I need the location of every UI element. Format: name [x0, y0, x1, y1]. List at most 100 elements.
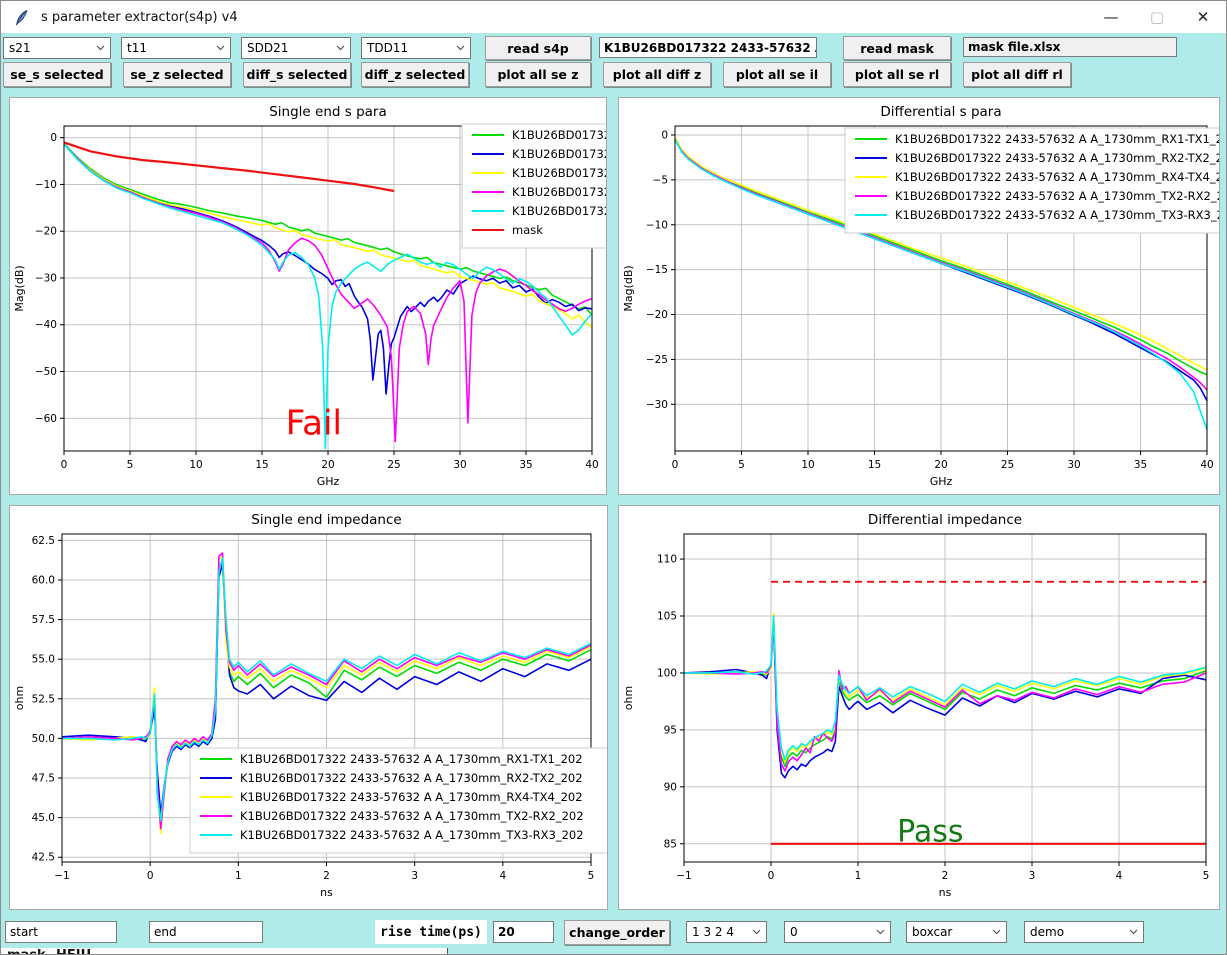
- svg-text:ohm: ohm: [622, 686, 635, 710]
- s4p-file-entry[interactable]: K1BU26BD017322 2433-57632 A A_17: [599, 37, 817, 58]
- se-z-selected-button[interactable]: se_z selected: [123, 62, 231, 87]
- chevron-down-icon: [216, 45, 225, 51]
- svg-text:5: 5: [588, 870, 595, 882]
- svg-text:60.0: 60.0: [32, 574, 55, 586]
- svg-text:−20: −20: [35, 226, 57, 238]
- plot-all-se-z-button[interactable]: plot all se z: [485, 62, 591, 87]
- svg-text:10: 10: [189, 459, 202, 471]
- chevron-down-icon: [992, 929, 1001, 935]
- combo-diff-s-param-value: SDD21: [247, 41, 289, 55]
- combo-port-order[interactable]: 1 3 2 4: [686, 921, 767, 943]
- plot-all-diff-rl-button[interactable]: plot all diff rl: [963, 62, 1071, 87]
- svg-text:−30: −30: [646, 399, 668, 411]
- combo-se-t-param-value: t11: [127, 41, 147, 55]
- svg-text:62.5: 62.5: [32, 535, 55, 547]
- svg-text:20: 20: [321, 459, 334, 471]
- minimize-button[interactable]: —: [1103, 8, 1119, 26]
- combo-mode[interactable]: demo: [1024, 921, 1144, 943]
- svg-text:35: 35: [519, 459, 532, 471]
- read-s4p-button[interactable]: read s4p: [485, 36, 591, 60]
- svg-text:ns: ns: [320, 886, 333, 899]
- svg-text:5: 5: [1203, 870, 1210, 882]
- clipped-bottom-row: mask HFIU: [1, 948, 448, 954]
- svg-text:15: 15: [868, 459, 881, 471]
- chart-svg-differential-impedance: −1 0 1 2 3 4 5 110 105 100 95 90 85 Differential impe…: [622, 512, 1210, 899]
- svg-text:GHz: GHz: [930, 475, 953, 488]
- svg-text:−1: −1: [54, 870, 69, 882]
- svg-text:3: 3: [1029, 870, 1036, 882]
- svg-text:4: 4: [499, 870, 506, 882]
- svg-text:45.0: 45.0: [32, 812, 55, 824]
- svg-text:42.5: 42.5: [32, 852, 55, 864]
- svg-text:100: 100: [657, 667, 677, 679]
- svg-text:52.5: 52.5: [32, 693, 55, 705]
- svg-text:ns: ns: [939, 886, 952, 899]
- svg-text:4: 4: [1116, 870, 1123, 882]
- combo-diff-s-param[interactable]: SDD21: [241, 37, 351, 59]
- read-mask-button[interactable]: read mask: [843, 36, 951, 60]
- svg-text:K1BU26BD017322 2433-57632 A A_: K1BU26BD017322 2433-57632 A A_1730mm_TX3…: [895, 208, 1219, 222]
- svg-text:−10: −10: [646, 219, 668, 231]
- chart-svg-single-end-impedance: −1 0 1 2 3 4 5 62.5 60.0 57.5 55.0 52.5 50.0 47.5 45.0…: [13, 512, 607, 899]
- combo-window[interactable]: boxcar: [906, 921, 1007, 943]
- svg-text:30: 30: [1067, 459, 1080, 471]
- svg-text:K1BU26BD017322 2433-57632 A A_: K1BU26BD017322 2433-57632 A A_1730mm_RX1…: [512, 128, 606, 142]
- chart-svg-differential-s-para: 0 5 10 15 20 25 30 35 40 0 −5 −10 −15 −20 −25 −30 Differ…: [622, 104, 1219, 488]
- svg-text:mask: mask: [512, 223, 543, 237]
- svg-text:20: 20: [934, 459, 947, 471]
- python-feather-icon: [13, 8, 31, 26]
- svg-text:K1BU26BD017322 2433-57632 A A_: K1BU26BD017322 2433-57632 A A_1730mm_TX2…: [512, 185, 606, 199]
- clipped-text-mask: mask: [7, 948, 46, 954]
- rise-time-entry[interactable]: 20: [493, 921, 554, 943]
- window-controls: — ▢ ✕: [1088, 1, 1226, 33]
- svg-text:47.5: 47.5: [32, 773, 55, 785]
- svg-text:Differential impedance: Differential impedance: [868, 512, 1022, 528]
- svg-text:5: 5: [127, 459, 134, 471]
- svg-text:90: 90: [664, 781, 677, 793]
- svg-text:K1BU26BD017322 2433-57632 A A_: K1BU26BD017322 2433-57632 A A_1730mm_TX2…: [240, 809, 584, 823]
- diff-z-selected-button[interactable]: diff_z selected: [361, 62, 469, 87]
- plot-all-diff-z-button[interactable]: plot all diff z: [603, 62, 711, 87]
- rise-time-label: rise time(ps): [375, 920, 487, 944]
- combo-diff-t-param[interactable]: TDD11: [361, 37, 471, 59]
- chevron-down-icon: [752, 929, 761, 935]
- se-s-selected-button[interactable]: se_s selected: [3, 62, 111, 87]
- window-title: s parameter extractor(s4p) v4: [41, 9, 238, 25]
- mask-file-entry[interactable]: mask file.xlsx: [963, 37, 1177, 57]
- svg-text:0: 0: [61, 459, 68, 471]
- combo-se-t-param[interactable]: t11: [121, 37, 231, 59]
- svg-text:−5: −5: [653, 174, 668, 186]
- svg-text:10: 10: [801, 459, 814, 471]
- chevron-down-icon: [336, 45, 345, 51]
- diff-s-selected-button[interactable]: diff_s selected: [243, 62, 351, 87]
- differential-s-para-chart: 0 5 10 15 20 25 30 35 40 0 −5 −10 −15 −20 −25 −30 Differ…: [618, 97, 1220, 495]
- combo-se-s-param[interactable]: s21: [3, 37, 111, 59]
- svg-text:1: 1: [855, 870, 862, 882]
- chart-svg-single-end-s-para: 0 5 10 15 20 25 30 35 40 0 −10 −20 −30 −40 −50 −60 Singl…: [13, 104, 606, 488]
- svg-text:105: 105: [657, 611, 677, 623]
- combo-window-value: boxcar: [912, 925, 953, 939]
- plot-all-se-rl-button[interactable]: plot all se rl: [843, 62, 951, 87]
- svg-text:5: 5: [738, 459, 745, 471]
- titlebar: s parameter extractor(s4p) v4 — ▢ ✕: [1, 1, 1226, 33]
- svg-text:Pass: Pass: [897, 815, 963, 850]
- svg-text:K1BU26BD017322 2433-57632 A A_: K1BU26BD017322 2433-57632 A A_1730mm_RX1…: [895, 132, 1219, 146]
- start-entry[interactable]: start: [5, 921, 117, 943]
- svg-text:Mag(dB): Mag(dB): [622, 265, 635, 311]
- svg-text:30: 30: [453, 459, 466, 471]
- svg-text:25: 25: [1001, 459, 1014, 471]
- svg-text:K1BU26BD017322 2433-57632 A A_: K1BU26BD017322 2433-57632 A A_1730mm_RX1…: [240, 752, 583, 766]
- svg-text:K1BU26BD017322 2433-57632 A A_: K1BU26BD017322 2433-57632 A A_1730mm_RX4…: [240, 790, 583, 804]
- svg-text:55.0: 55.0: [32, 654, 55, 666]
- svg-text:K1BU26BD017322 2433-57632 A A_: K1BU26BD017322 2433-57632 A A_1730mm_RX2…: [512, 147, 606, 161]
- change-order-button[interactable]: change_order: [564, 920, 670, 945]
- combo-delay[interactable]: 0: [784, 921, 891, 943]
- svg-text:Differential s para: Differential s para: [880, 104, 1001, 120]
- close-button[interactable]: ✕: [1196, 8, 1210, 26]
- plot-all-se-il-button[interactable]: plot all se il: [723, 62, 831, 87]
- svg-text:−15: −15: [646, 264, 668, 276]
- end-entry[interactable]: end: [149, 921, 263, 943]
- maximize-button[interactable]: ▢: [1149, 8, 1165, 26]
- svg-text:K1BU26BD017322 2433-57632 A A_: K1BU26BD017322 2433-57632 A A_1730mm_RX2…: [240, 771, 583, 785]
- single-end-s-para-chart: 0 5 10 15 20 25 30 35 40 0 −10 −20 −30 −40 −50 −60 Singl…: [9, 97, 607, 495]
